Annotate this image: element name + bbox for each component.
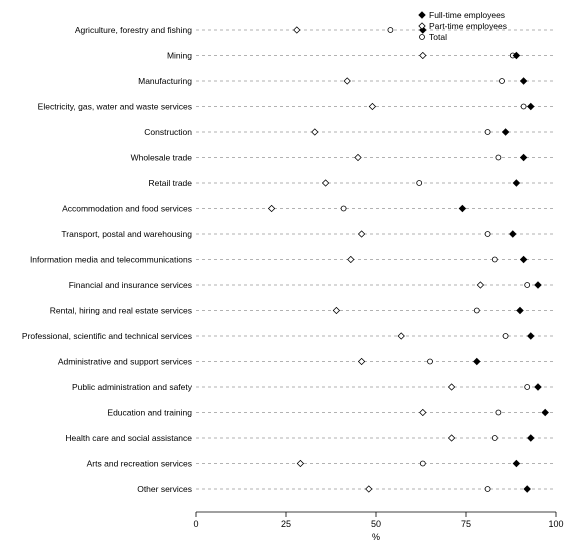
full-time-marker <box>534 383 542 391</box>
total-marker <box>495 154 502 161</box>
x-axis-title: % <box>372 532 380 542</box>
total-marker <box>520 103 527 110</box>
full-time-marker <box>516 306 524 315</box>
total-marker <box>495 409 502 416</box>
legend-label: Total <box>429 32 447 42</box>
part-time-marker <box>343 77 351 85</box>
total-marker <box>427 358 433 365</box>
full-time-marker <box>512 459 521 468</box>
part-time-marker <box>476 281 485 289</box>
x-tick-label: 50 <box>371 519 381 529</box>
category-label: Manufacturing <box>138 76 192 86</box>
full-time-marker <box>541 408 549 417</box>
total-marker <box>416 180 423 186</box>
category-label: Transport, postal and warehousing <box>61 229 192 239</box>
total-marker <box>473 307 480 314</box>
category-label: Financial and insurance services <box>69 280 192 290</box>
part-time-marker <box>365 485 373 493</box>
category-label: Arts and recreation services <box>87 459 192 469</box>
category-label: Rental, hiring and real estate services <box>50 306 192 316</box>
part-time-marker <box>447 434 456 442</box>
full-time-marker <box>519 153 528 162</box>
category-label: Information media and telecommunications <box>30 255 192 265</box>
full-time-marker <box>527 102 535 111</box>
category-label: Health care and social assistance <box>65 433 192 443</box>
total-marker <box>524 384 531 390</box>
x-tick-label: 25 <box>281 519 291 529</box>
part-time-marker <box>357 230 366 238</box>
total-marker <box>484 486 491 492</box>
part-time-marker <box>357 357 366 366</box>
full-time-marker <box>534 281 542 289</box>
total-marker <box>419 460 426 467</box>
part-time-marker <box>267 204 276 213</box>
full-time-marker <box>512 51 521 60</box>
full-time-marker <box>509 230 517 238</box>
x-tick-label: 75 <box>461 519 471 529</box>
part-time-marker <box>293 26 301 34</box>
category-label: Agriculture, forestry and fishing <box>75 25 192 35</box>
total-marker <box>491 256 498 263</box>
full-time-marker <box>519 77 528 85</box>
category-label: Professional, scientific and technical s… <box>22 331 192 341</box>
part-time-marker <box>419 51 427 60</box>
total-marker <box>524 282 531 288</box>
full-time-marker <box>458 204 467 213</box>
total-marker <box>484 231 491 237</box>
total-marker <box>484 129 491 135</box>
x-tick-label: 100 <box>548 519 563 529</box>
part-time-marker <box>447 383 456 391</box>
x-axis: 0 25 50 75 100% <box>193 511 564 542</box>
category-labels: Agriculture, forestry and fishing Mining M… <box>22 25 193 494</box>
total-marker <box>491 435 498 441</box>
category-label: Wholesale trade <box>131 153 193 163</box>
category-label: Administrative and support services <box>58 357 192 367</box>
category-label: Education and training <box>107 408 192 418</box>
full-time-marker <box>523 485 531 493</box>
legend-marker <box>419 34 425 40</box>
legend-marker <box>418 22 426 30</box>
part-time-marker <box>368 102 377 111</box>
legend-marker <box>418 11 426 19</box>
category-label: Accommodation and food services <box>62 204 192 214</box>
full-time-marker <box>501 128 510 136</box>
part-time-marker <box>347 255 355 264</box>
category-label: Retail trade <box>149 178 193 188</box>
category-label: Mining <box>167 51 192 61</box>
full-time-marker <box>527 434 535 442</box>
category-label: Public administration and safety <box>72 382 193 392</box>
total-marker <box>502 333 509 339</box>
category-label: Other services <box>137 484 192 494</box>
part-time-marker <box>332 306 341 315</box>
part-time-marker <box>354 153 362 162</box>
data-markers <box>267 26 549 493</box>
legend-part-time: Part-time employees <box>418 21 507 31</box>
legend-label: Full-time employees <box>429 10 505 20</box>
category-label: Electricity, gas, water and waste servic… <box>38 102 192 112</box>
full-time-marker <box>527 332 535 340</box>
legend-full-time: Full-time employees <box>418 10 505 20</box>
part-time-marker <box>296 459 305 468</box>
full-time-marker <box>512 179 521 187</box>
part-time-marker <box>321 179 330 187</box>
guide-lines <box>196 29 556 490</box>
legend-total: Total <box>419 32 447 42</box>
x-tick-label: 0 <box>193 519 198 529</box>
part-time-marker <box>397 332 405 340</box>
total-marker <box>499 78 505 84</box>
total-marker <box>387 27 394 33</box>
total-marker <box>340 205 347 212</box>
part-time-marker <box>419 408 427 417</box>
part-time-marker <box>311 128 319 136</box>
full-time-marker <box>473 357 481 366</box>
category-label: Construction <box>144 127 192 137</box>
legend-label: Part-time employees <box>429 21 507 31</box>
full-time-marker <box>519 255 528 264</box>
